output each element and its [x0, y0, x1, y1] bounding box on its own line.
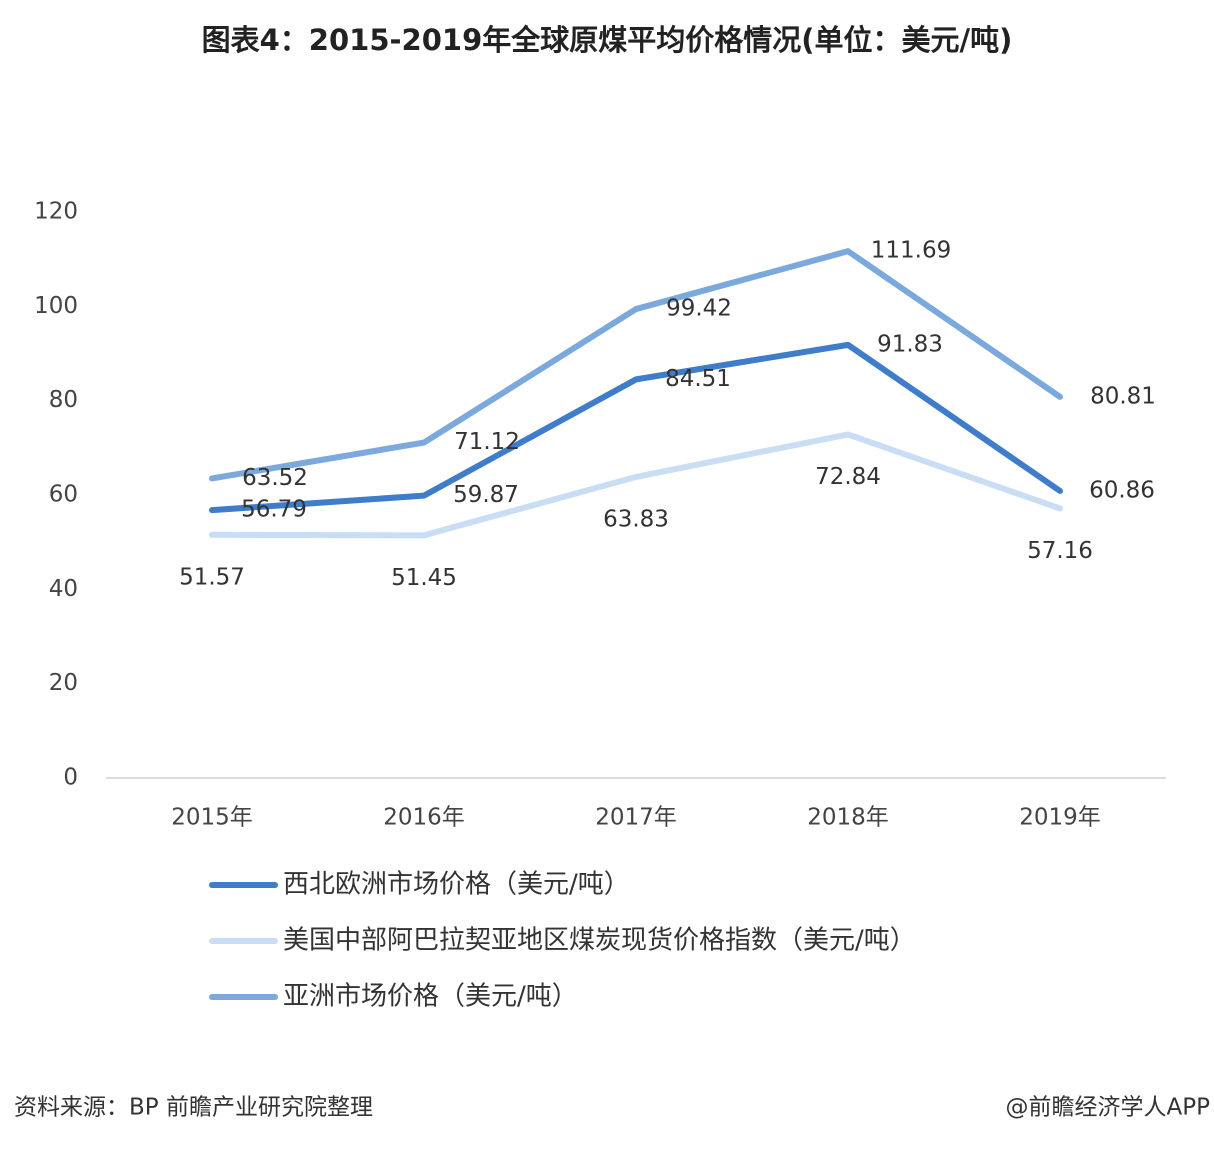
credit: @前瞻经济学人APP: [1006, 1095, 1211, 1121]
data-label: 71.12: [454, 429, 520, 455]
source-note: 资料来源：BP 前瞻产业研究院整理: [14, 1095, 373, 1121]
legend-label: 亚洲市场价格（美元/吨）: [283, 982, 578, 1012]
y-tick-label: 40: [49, 576, 78, 602]
y-tick-label: 80: [49, 387, 78, 413]
data-label: 59.87: [453, 482, 519, 508]
data-label: 51.45: [391, 565, 457, 591]
x-tick-label: 2017年: [595, 805, 677, 831]
x-tick-label: 2015年: [171, 805, 253, 831]
data-label: 51.57: [179, 564, 245, 590]
y-tick-label: 20: [49, 670, 78, 696]
x-tick-label: 2019年: [1019, 805, 1101, 831]
series-line: [209, 341, 1063, 514]
chart-title: 图表4：2015-2019年全球原煤平均价格情况(单位：美元/吨): [202, 23, 1013, 57]
data-label: 84.51: [665, 366, 731, 392]
x-tick-label: 2016年: [383, 805, 465, 831]
y-tick-label: 60: [49, 482, 78, 508]
series-line: [209, 248, 1063, 482]
data-label: 63.52: [242, 465, 308, 491]
y-tick-label: 100: [34, 293, 78, 319]
y-tick-label: 0: [63, 765, 78, 791]
legend-label: 美国中部阿巴拉契亚地区煤炭现货价格指数（美元/吨）: [283, 926, 916, 956]
data-label: 56.79: [241, 497, 307, 523]
data-label: 91.83: [877, 331, 943, 357]
data-label: 60.86: [1089, 477, 1155, 503]
data-label: 72.84: [815, 464, 881, 490]
series-line: [209, 431, 1063, 539]
data-label: 80.81: [1090, 383, 1156, 409]
data-label: 63.83: [603, 506, 669, 532]
data-label: 57.16: [1027, 538, 1093, 564]
legend-label: 西北欧洲市场价格（美元/吨）: [283, 870, 630, 900]
y-tick-label: 120: [34, 199, 78, 225]
data-label: 111.69: [871, 238, 951, 264]
data-label: 99.42: [666, 296, 732, 322]
x-tick-label: 2018年: [807, 805, 889, 831]
